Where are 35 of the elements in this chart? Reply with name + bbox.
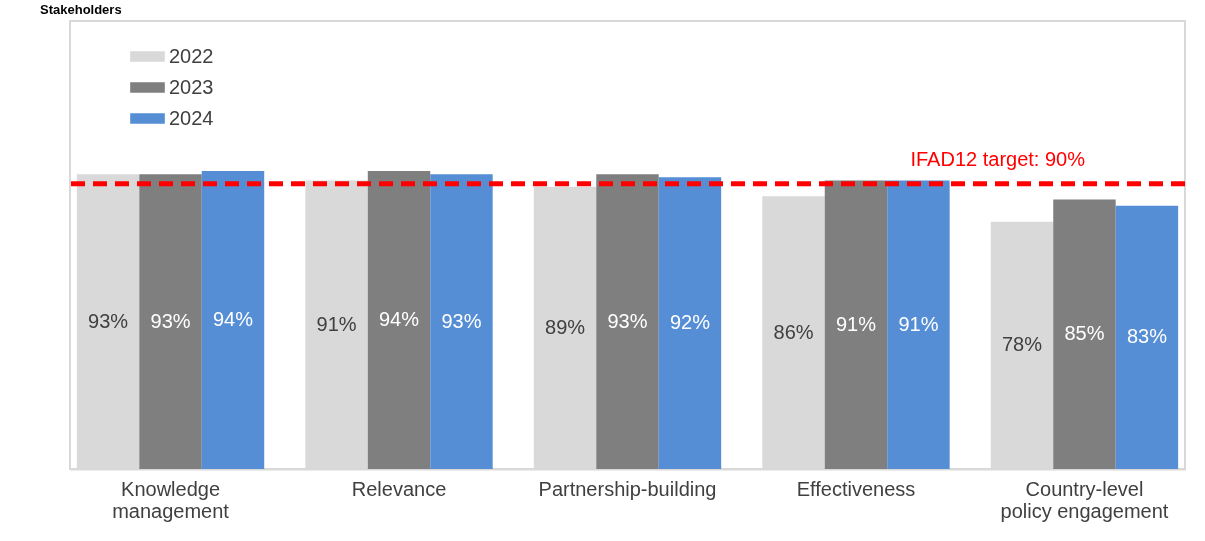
- bar: [201, 171, 265, 469]
- legend-label: 2024: [169, 106, 214, 129]
- data-label: 94%: [379, 308, 420, 330]
- bar: [1053, 199, 1116, 469]
- data-label: 85%: [1064, 322, 1105, 345]
- data-label: 93%: [150, 309, 191, 332]
- bar: [367, 171, 431, 469]
- chart-title: Stakeholders: [40, 2, 122, 17]
- data-label: 93%: [88, 309, 129, 332]
- data-label: 94%: [212, 308, 254, 330]
- data-label: 89%: [545, 315, 586, 338]
- legend-label: 2022: [169, 44, 214, 67]
- x-tick-label: Knowledge management: [112, 477, 230, 522]
- bar: [824, 180, 888, 469]
- bar: [1115, 205, 1179, 469]
- legend-label: 2023: [169, 75, 214, 98]
- bar: [139, 174, 202, 469]
- data-label: 86%: [773, 320, 814, 343]
- data-label: 91%: [898, 312, 939, 335]
- data-label: 91%: [316, 312, 357, 335]
- x-tick-label: Country-level policy engagement: [1000, 477, 1169, 522]
- data-label: 92%: [669, 311, 711, 334]
- data-label: 78%: [1002, 333, 1043, 356]
- data-label: 93%: [441, 309, 482, 332]
- x-tick-label: Effectiveness: [796, 477, 916, 500]
- bar: [430, 174, 493, 469]
- bar: [658, 177, 722, 469]
- ref-line-label: IFAD12 target: 90%: [910, 147, 1086, 170]
- x-tick-label: Relevance: [351, 477, 447, 500]
- bar: [887, 180, 950, 469]
- data-label: 93%: [607, 309, 648, 332]
- x-tick-label: Partnership-building: [538, 477, 717, 500]
- data-label: 83%: [1126, 325, 1168, 348]
- bar: [596, 174, 659, 469]
- data-label: 91%: [835, 312, 877, 335]
